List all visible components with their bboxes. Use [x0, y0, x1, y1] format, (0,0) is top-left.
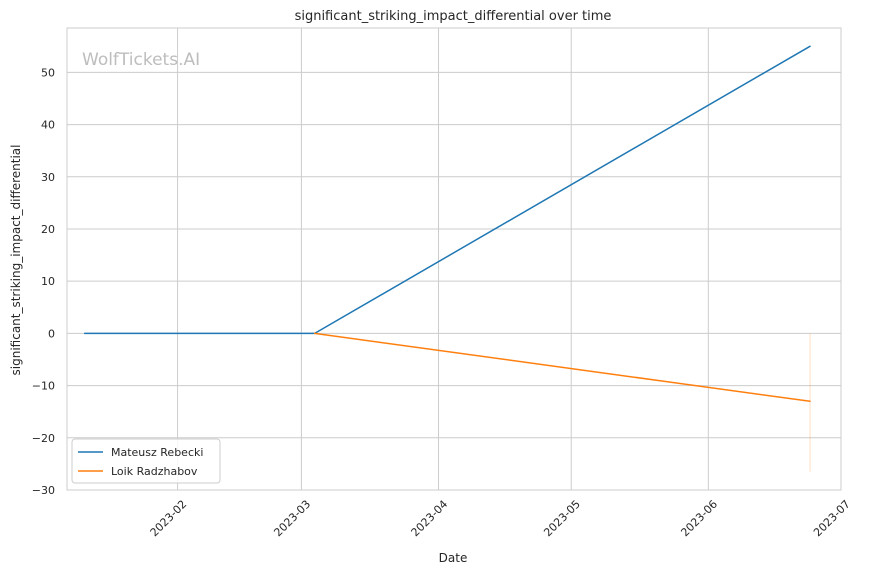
y-tick-label: −30 — [32, 484, 55, 497]
y-tick-label: −10 — [32, 380, 55, 393]
plot-frame — [66, 27, 842, 491]
y-tick-label: −20 — [32, 432, 55, 445]
x-axis-label: Date — [439, 551, 468, 565]
legend: Mateusz Rebecki Loik Radzhabov — [71, 438, 221, 484]
x-tick-labels: 2023-02 2023-03 2023-04 2023-05 2023-06 2023-… — [148, 498, 853, 540]
x-tick-label: 2023-03 — [271, 498, 313, 540]
series-line-loik-radzhabov — [313, 332, 811, 403]
x-tick-label: 2023-06 — [678, 498, 720, 540]
y-tick-label: 40 — [41, 119, 55, 132]
legend-label-loik-radzhabov: Loik Radzhabov — [111, 465, 198, 478]
y-tick-label: 30 — [41, 171, 55, 184]
legend-box — [71, 438, 221, 484]
plot-background — [67, 28, 841, 490]
y-tick-label: 0 — [48, 327, 55, 340]
x-tick-label: 2023-02 — [148, 498, 190, 540]
x-tick-label: 2023-07 — [811, 498, 853, 540]
y-tick-label: 20 — [41, 223, 55, 236]
legend-label-mateusz-rebecki: Mateusz Rebecki — [111, 446, 203, 459]
chart-title: significant_striking_impact_differential… — [295, 9, 612, 24]
x-tick-label: 2023-04 — [409, 498, 451, 540]
watermark-text: WolfTickets.AI — [82, 50, 200, 70]
series-layer — [83, 45, 811, 472]
y-axis-label: significant_striking_impact_differential — [9, 145, 23, 376]
y-tick-label: 10 — [41, 275, 55, 288]
y-tick-labels: −30 −20 −10 0 10 20 30 40 50 — [32, 66, 55, 497]
x-tick-label: 2023-05 — [541, 498, 583, 540]
y-tick-label: 50 — [41, 66, 55, 79]
